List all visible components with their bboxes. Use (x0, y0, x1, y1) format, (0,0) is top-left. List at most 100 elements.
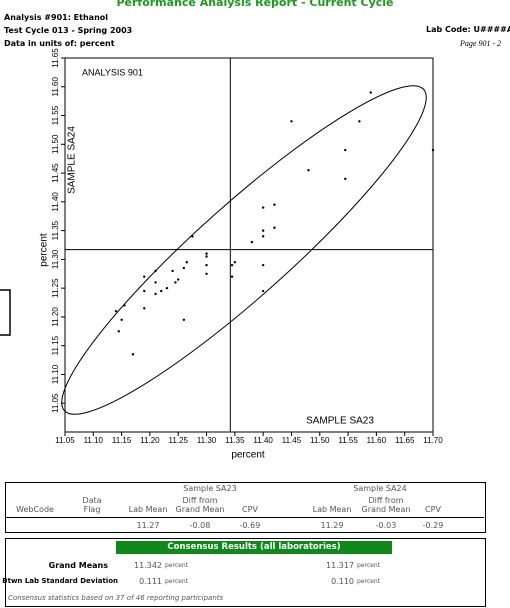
point (307, 169, 310, 172)
x-tick-label: 11.30 (197, 436, 217, 445)
x-tick-label: 11.55 (338, 436, 358, 445)
column-header: Data Flag (82, 496, 102, 514)
y-tick-label: 11.15 (51, 335, 60, 355)
y-axis-title: percent (39, 233, 50, 267)
point (165, 286, 169, 290)
column-header: Diff from Grand Mean (361, 496, 411, 514)
std-dev: 0.111 (139, 577, 162, 586)
cell: -0.03 (375, 521, 397, 530)
point (120, 318, 123, 321)
point (431, 148, 435, 152)
x-tick-label: 11.05 (55, 436, 75, 445)
lab-code: Lab Code: U####A (426, 25, 510, 34)
y-sample-label: SAMPLE SA24 (67, 126, 78, 194)
point (230, 263, 234, 267)
chart: ANALYSIS 901 SAMPLE SA24 SAMPLE SA23 per… (0, 48, 443, 461)
point (131, 353, 135, 356)
column-header: WebCode (16, 505, 54, 514)
y-tick-label: 11.20 (51, 307, 60, 327)
point (171, 269, 174, 273)
point (205, 252, 208, 255)
point (261, 289, 265, 293)
x-axis-title: percent (231, 450, 265, 461)
y-tick-label: 11.50 (51, 134, 60, 154)
point (233, 261, 237, 264)
x-tick-label: 11.35 (225, 436, 245, 445)
confidence-ellipse (61, 85, 427, 415)
analysis: Analysis #901: Ethanol (4, 13, 108, 22)
y-tick-label: 11.60 (51, 77, 60, 97)
point (369, 91, 372, 94)
point (185, 261, 188, 264)
y-tick-label: 11.45 (51, 163, 60, 183)
x-tick-label: 11.45 (282, 436, 302, 445)
point (182, 266, 186, 270)
point (261, 229, 265, 232)
column-header: Lab Mean (128, 505, 168, 514)
point (160, 289, 163, 293)
cell: -0.29 (422, 521, 444, 530)
point (344, 177, 347, 181)
point (154, 269, 157, 273)
cell: 11.29 (320, 521, 344, 530)
x-tick-label: 11.50 (310, 436, 330, 445)
y-tick-label: 11.05 (51, 393, 60, 413)
consensus-box (5, 538, 486, 607)
group-header: Sample SA23 (183, 484, 237, 493)
unit: percent (165, 562, 188, 569)
annotation: ANALYSIS 901 (82, 67, 143, 77)
point (205, 272, 208, 275)
point (182, 318, 186, 321)
point (261, 206, 265, 209)
y-tick-label: 11.65 (51, 48, 60, 68)
grand-means-label: Grand Means (48, 561, 108, 570)
point (154, 281, 157, 284)
grand-mean: 11.342 (134, 561, 162, 570)
point (191, 235, 194, 238)
y-tick-label: 11.40 (51, 192, 60, 212)
point (250, 240, 254, 244)
x-tick-label: 11.60 (367, 436, 387, 445)
point (154, 292, 157, 296)
point (273, 226, 276, 229)
note: Consensus statistics based on 37 of 46 r… (8, 594, 224, 602)
column-header: CPV (425, 505, 441, 514)
x-tick-label: 11.70 (423, 436, 443, 445)
std-dev: 0.110 (331, 577, 354, 586)
point (117, 330, 120, 333)
point (205, 263, 208, 267)
y-tick-label: 11.25 (51, 278, 60, 298)
y-tick-label: 11.10 (51, 364, 60, 384)
point (261, 235, 265, 238)
point (123, 304, 126, 307)
x-tick-label: 11.10 (84, 436, 104, 445)
point (143, 275, 146, 278)
point (143, 289, 146, 293)
bracket (0, 289, 11, 336)
consensus-title: Consensus Results (all laboratories) (116, 541, 392, 554)
point (174, 281, 177, 284)
point (273, 203, 276, 206)
point (205, 255, 208, 258)
x-tick-label: 11.15 (112, 436, 132, 445)
y-tick-label: 11.35 (51, 220, 60, 240)
cycle: Test Cycle 013 - Spring 2003 (4, 26, 133, 35)
cell: 11.27 (136, 521, 160, 530)
column-header: Diff from Grand Mean (175, 496, 225, 514)
page-number: Page 901 - 2 (460, 39, 502, 48)
grand-mean: 11.317 (326, 561, 354, 570)
x-tick-label: 11.40 (253, 436, 273, 445)
unit: percent (357, 562, 380, 569)
point (114, 309, 118, 313)
point (358, 120, 361, 123)
unit: percent (165, 578, 188, 585)
y-tick-label: 11.30 (51, 249, 60, 269)
header-rule (6, 517, 484, 518)
x-tick-label: 11.20 (140, 436, 160, 445)
x-sample-label: SAMPLE SA23 (306, 416, 374, 427)
report-title: Performance Analysis Report - Current Cy… (116, 0, 394, 9)
point (230, 275, 234, 278)
x-tick-label: 11.25 (169, 436, 189, 445)
point (261, 263, 265, 267)
